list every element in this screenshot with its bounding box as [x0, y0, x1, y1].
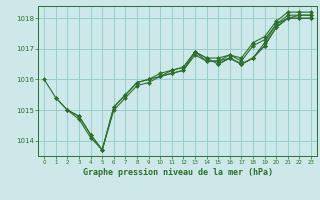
- X-axis label: Graphe pression niveau de la mer (hPa): Graphe pression niveau de la mer (hPa): [83, 168, 273, 177]
